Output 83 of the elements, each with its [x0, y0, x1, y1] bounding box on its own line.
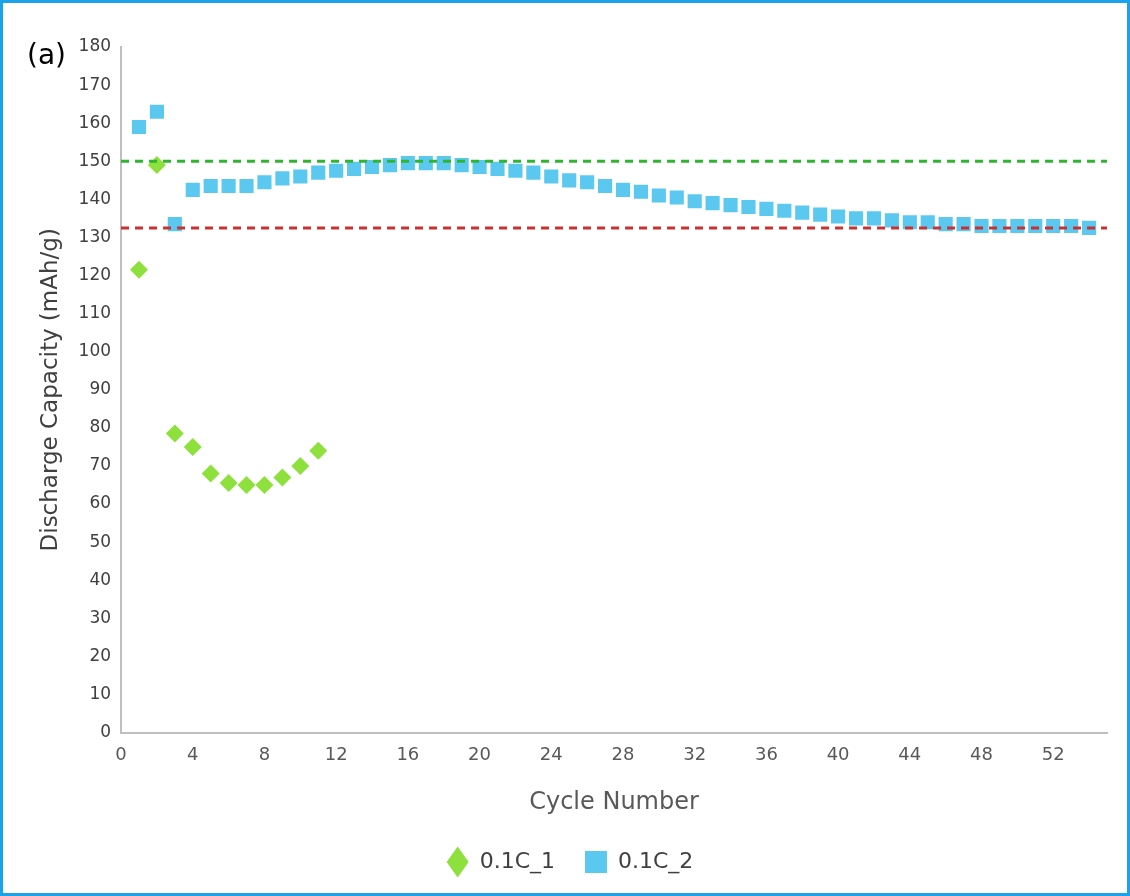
point — [597, 178, 613, 194]
y-tick-label: 20 — [89, 644, 112, 665]
x-tick-label: 12 — [324, 743, 348, 765]
point — [831, 209, 846, 224]
point — [239, 178, 254, 194]
point — [237, 476, 256, 495]
x-tick-label: 44 — [898, 743, 922, 765]
x-tick-label: 24 — [539, 743, 563, 765]
y-tick-label: 130 — [78, 225, 112, 246]
point — [848, 211, 864, 226]
y-tick-label: 70 — [89, 454, 112, 475]
point — [129, 260, 148, 279]
x-tick-label: 20 — [468, 743, 492, 765]
point — [866, 211, 882, 226]
y-tick-label: 180 — [78, 35, 112, 56]
point — [203, 178, 218, 194]
point — [777, 203, 792, 218]
point — [741, 199, 756, 215]
x-tick-label: 52 — [1041, 743, 1065, 765]
y-tick-label: 90 — [89, 378, 112, 399]
x-tick-label: 4 — [187, 743, 199, 765]
y-tick-label: 110 — [78, 302, 112, 323]
y-tick-label: 0 — [100, 721, 112, 742]
point — [884, 213, 899, 228]
point — [615, 182, 631, 197]
point — [273, 468, 292, 487]
point — [580, 175, 595, 190]
point — [508, 163, 523, 178]
point — [544, 169, 559, 184]
point — [723, 198, 738, 213]
point — [669, 190, 684, 205]
point — [795, 205, 810, 220]
x-tick-label: 0 — [115, 743, 127, 765]
y-tick-label: 170 — [78, 73, 112, 94]
point — [813, 207, 828, 222]
point — [293, 169, 308, 184]
point — [562, 173, 577, 188]
point — [309, 441, 328, 460]
point — [165, 424, 184, 443]
x-tick-label: 32 — [683, 743, 707, 765]
x-tick-label: 8 — [258, 743, 271, 765]
point — [221, 178, 236, 194]
point — [183, 437, 202, 456]
point — [687, 194, 702, 209]
y-tick-label: 100 — [78, 340, 112, 361]
point — [490, 161, 505, 176]
point — [131, 119, 147, 135]
legend-label: 0.1C_1 — [479, 847, 556, 874]
x-tick-label: 16 — [396, 743, 420, 765]
text: (a) — [27, 38, 67, 72]
point — [257, 175, 272, 190]
point — [149, 104, 164, 119]
point — [201, 464, 220, 483]
y-tick-label: 40 — [89, 568, 112, 589]
x-tick-label: 48 — [970, 743, 993, 765]
y-tick-label: 80 — [89, 416, 112, 437]
point — [185, 182, 200, 197]
point — [255, 476, 274, 495]
x-tick-label: 36 — [754, 743, 778, 765]
y-tick-label: 10 — [89, 682, 112, 703]
point — [219, 474, 238, 493]
y-tick-label: 160 — [78, 111, 112, 132]
point — [526, 165, 541, 180]
y-axis-title: Discharge Capacity (mAh/g) — [35, 228, 62, 552]
point — [275, 171, 290, 186]
y-tick-label: 120 — [78, 263, 112, 284]
point — [705, 196, 720, 211]
y-tick-label: 150 — [78, 149, 112, 170]
x-tick-label: 28 — [611, 743, 635, 765]
y-tick-label: 30 — [89, 606, 112, 627]
point — [759, 201, 774, 216]
point — [311, 165, 326, 180]
y-tick-label: 140 — [78, 187, 112, 208]
x-tick-label: 40 — [826, 743, 850, 765]
point — [651, 188, 666, 203]
legend-label: 0.1C_2 — [618, 847, 694, 874]
point — [291, 456, 310, 475]
point — [347, 161, 362, 176]
y-tick-label: 60 — [89, 492, 112, 513]
x-axis-title: Cycle Number — [529, 786, 699, 815]
point — [329, 163, 344, 178]
point — [633, 184, 648, 199]
y-tick-label: 50 — [89, 530, 112, 551]
